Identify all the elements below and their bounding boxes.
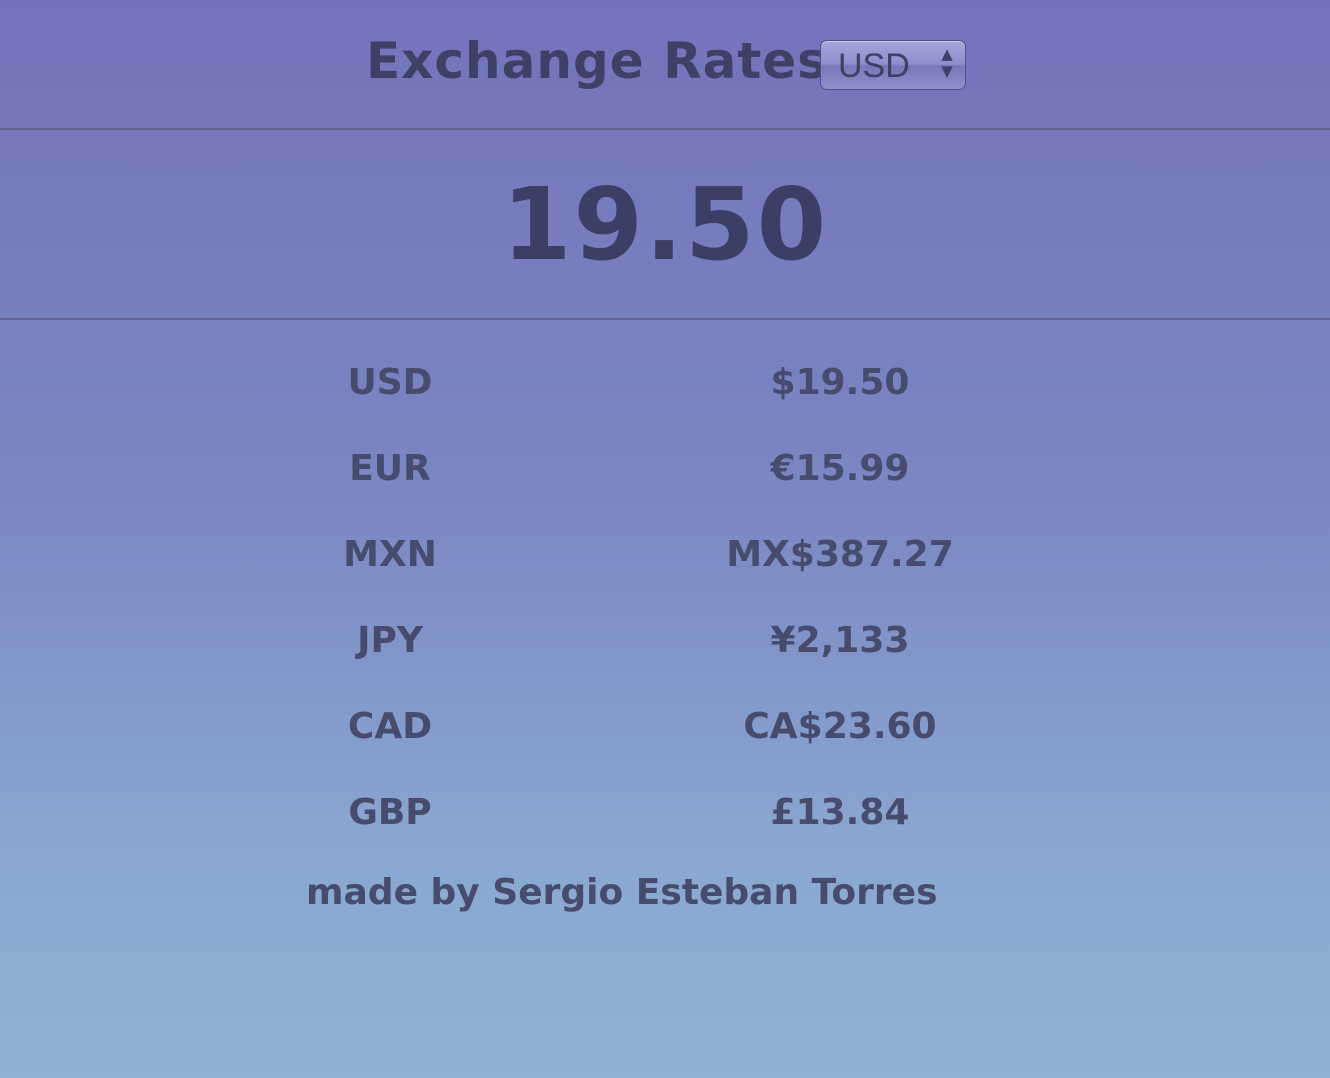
- rate-code: GBP: [348, 792, 432, 833]
- rate-value: CA$23.60: [743, 706, 937, 747]
- page-title: Exchange Rates: [366, 32, 828, 90]
- rate-row: EUR €15.99: [0, 426, 1330, 512]
- rate-row: GBP £13.84: [0, 770, 1330, 856]
- rate-value: MX$387.27: [726, 534, 954, 575]
- rate-value: £13.84: [770, 792, 910, 833]
- rate-value: ¥2,133: [770, 620, 910, 661]
- rate-code: MXN: [343, 534, 437, 575]
- rate-row: USD $19.50: [0, 340, 1330, 426]
- header: Exchange Rates USD ▲ ▼: [0, 0, 1330, 130]
- rate-row: JPY ¥2,133: [0, 598, 1330, 684]
- rate-code: CAD: [347, 706, 433, 747]
- rate-code: USD: [347, 362, 433, 403]
- currency-select[interactable]: USD ▲ ▼: [820, 40, 966, 90]
- rate-code: EUR: [349, 448, 431, 489]
- rate-row: MXN MX$387.27: [0, 512, 1330, 598]
- rate-row: CAD CA$23.60: [0, 684, 1330, 770]
- rates-list: USD $19.50 EUR €15.99 MXN MX$387.27 JPY …: [0, 340, 1330, 856]
- amount-display: 19.50: [501, 166, 829, 283]
- rate-value: €15.99: [770, 448, 910, 489]
- author-credit: made by Sergio Esteban Torres: [306, 872, 938, 913]
- currency-select-value: USD: [838, 47, 910, 85]
- up-down-arrows-icon: ▲ ▼: [941, 45, 953, 80]
- rate-value: $19.50: [770, 362, 910, 403]
- rate-code: JPY: [357, 620, 423, 661]
- amount-section: 19.50: [0, 130, 1330, 320]
